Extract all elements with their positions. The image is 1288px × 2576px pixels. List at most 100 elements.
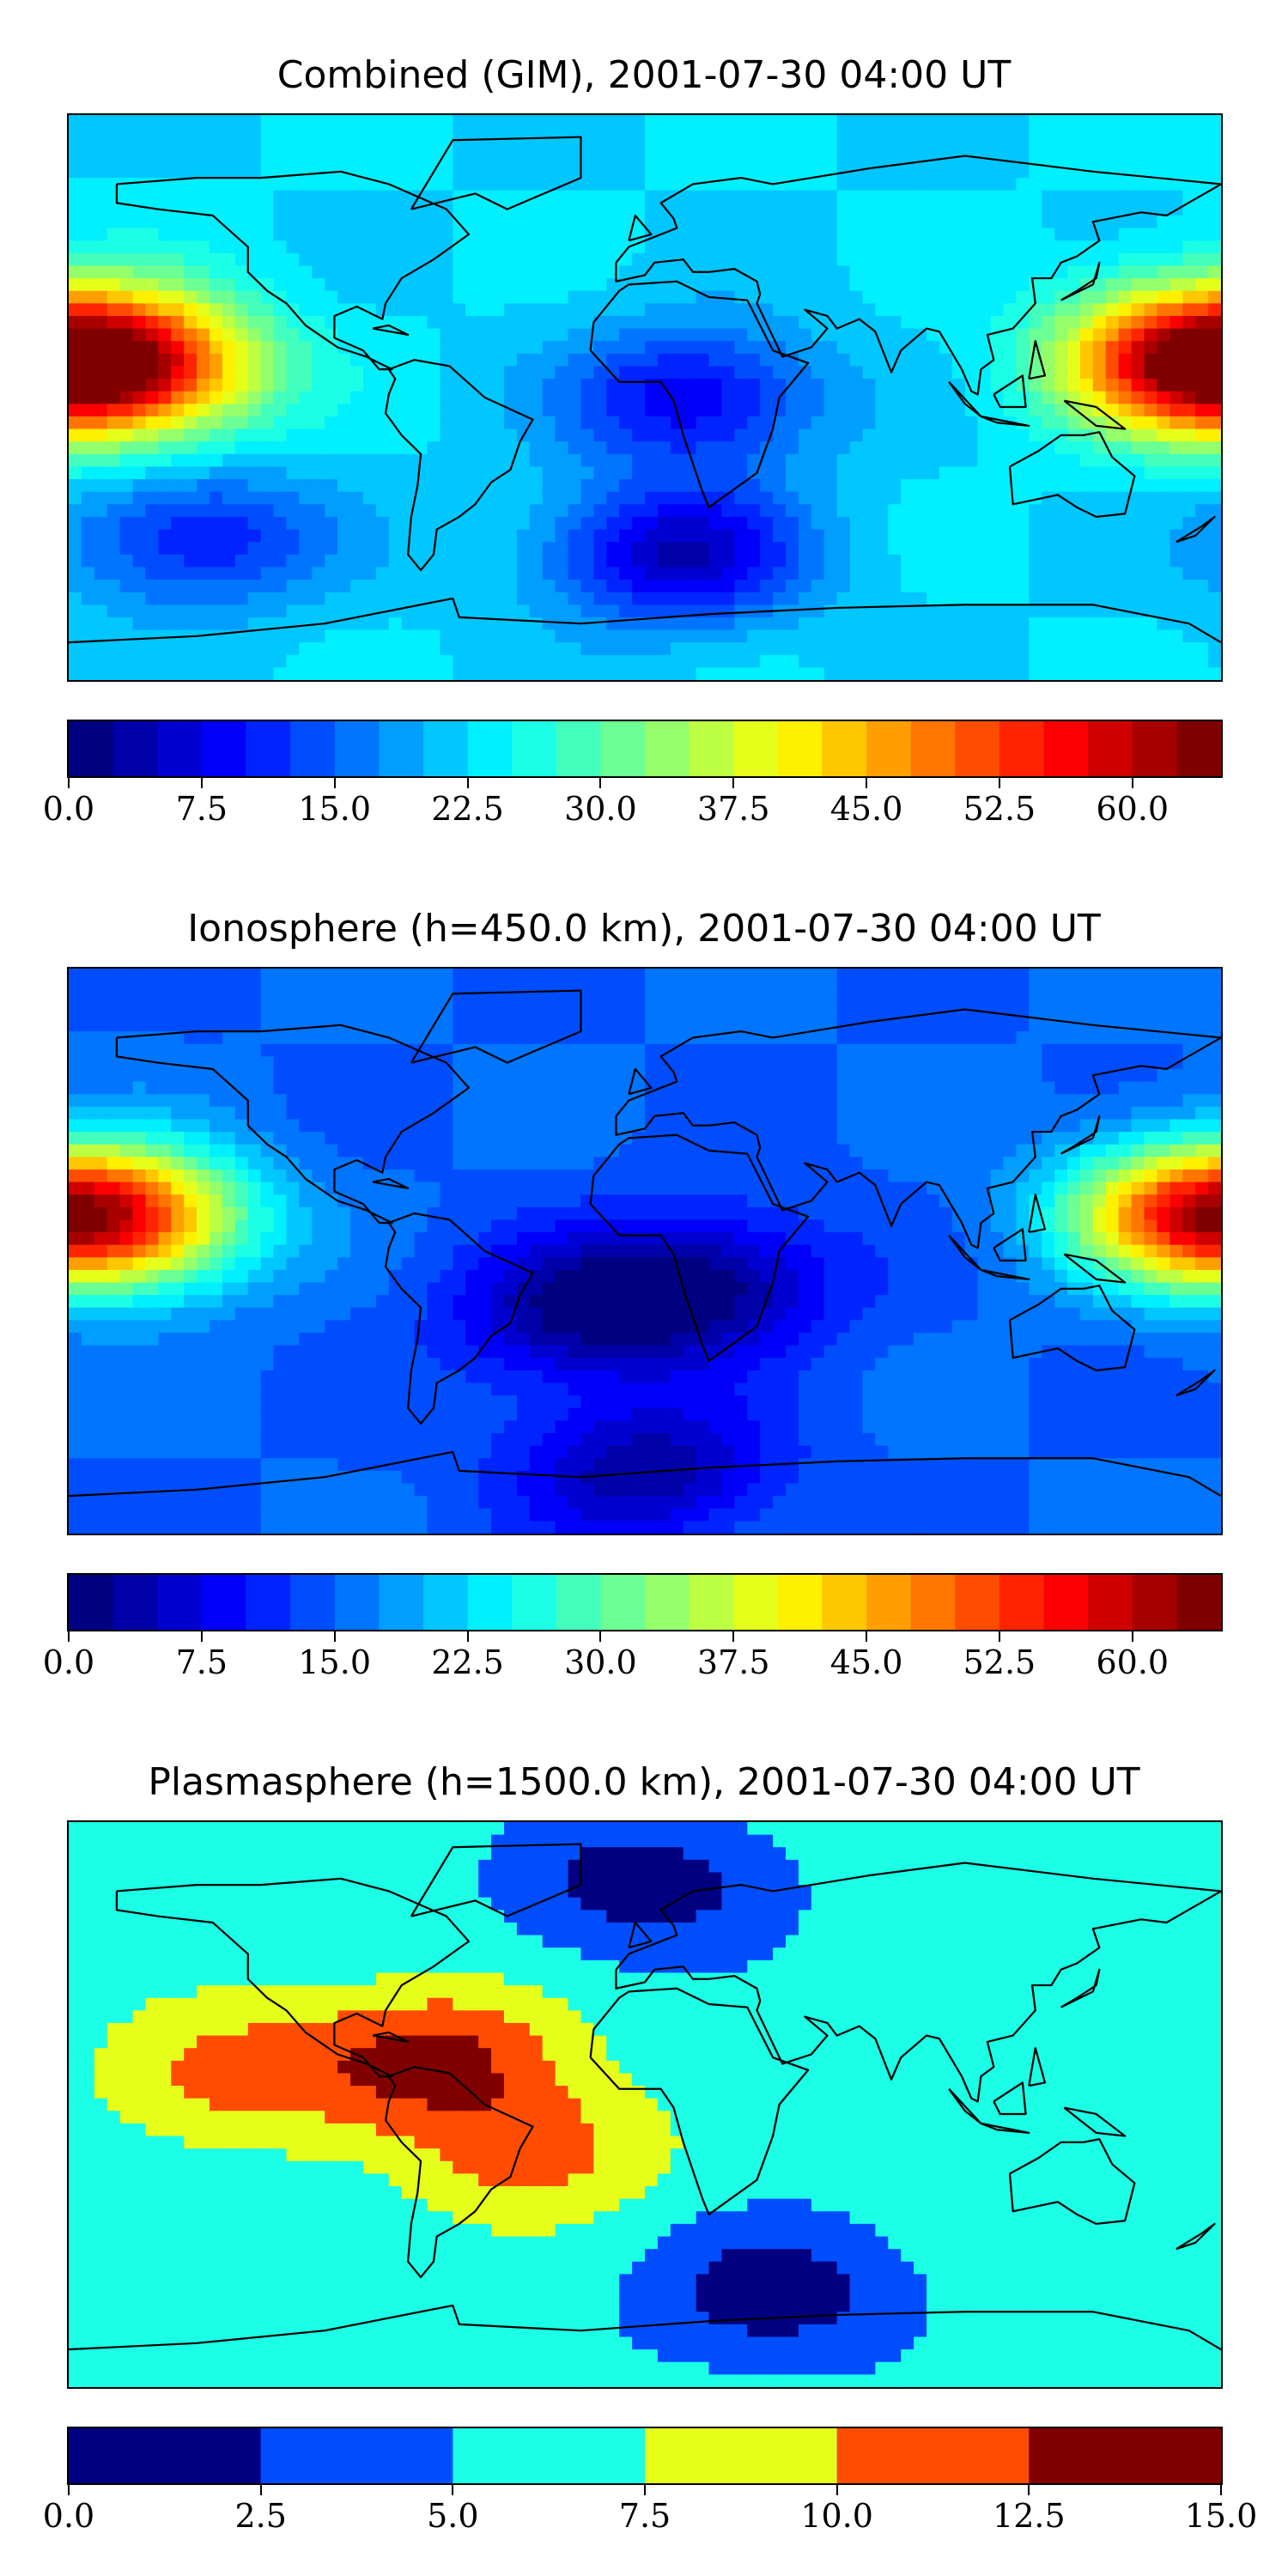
field-cell: [197, 190, 211, 204]
field-cell: [760, 290, 775, 305]
field-cell: [1144, 290, 1158, 305]
field-cell: [362, 152, 377, 167]
field-cell: [273, 1182, 288, 1196]
field-cell: [875, 592, 890, 606]
field-cell: [312, 1194, 326, 1208]
field-cell: [951, 491, 966, 506]
field-cell: [773, 379, 787, 392]
colorbar-tick-mark: [68, 778, 70, 788]
field-cell: [312, 391, 326, 405]
field-cell: [325, 315, 339, 330]
field-cell: [184, 240, 198, 254]
field-cell: [119, 1445, 134, 1460]
field-cell: [145, 542, 160, 556]
field-cell: [337, 654, 352, 669]
field-cell: [862, 152, 877, 167]
field-cell: [619, 190, 634, 204]
field-cell: [247, 1018, 262, 1033]
field-cell: [619, 115, 634, 129]
field-cell: [132, 1521, 147, 1534]
field-cell: [69, 580, 83, 593]
field-cell: [119, 1081, 134, 1096]
field-cell: [1029, 203, 1043, 217]
field-cell: [453, 491, 467, 506]
field-cell: [260, 1132, 275, 1145]
field-cell: [119, 1182, 134, 1196]
field-cell: [1131, 328, 1145, 343]
field-cell: [1157, 215, 1171, 229]
field-cell: [580, 379, 595, 392]
field-cell: [171, 605, 185, 618]
field-cell: [990, 265, 1005, 280]
field-cell: [94, 1407, 108, 1422]
field-cell: [542, 504, 556, 519]
field-cell: [927, 542, 941, 556]
field-cell: [1131, 265, 1145, 280]
field-cell: [836, 592, 851, 606]
field-cell: [645, 667, 659, 680]
field-cell: [286, 165, 301, 179]
field-cell: [119, 592, 134, 606]
field-cell: [1029, 240, 1043, 254]
field-cell: [81, 529, 95, 544]
colorbar-swatch: [157, 721, 203, 776]
field-cell: [786, 542, 800, 556]
field-cell: [632, 504, 647, 519]
field-cell: [670, 516, 684, 531]
field-cell: [388, 441, 403, 455]
field-cell: [210, 115, 224, 129]
field-cell: [811, 491, 825, 506]
field-cell: [106, 981, 121, 995]
field-cell: [69, 642, 83, 656]
field-cell: [888, 290, 902, 305]
field-cell: [1208, 567, 1221, 581]
field-cell: [1195, 265, 1210, 280]
field-cell: [69, 441, 83, 455]
field-cell: [1182, 654, 1197, 669]
field-cell: [1016, 228, 1030, 242]
field-cell: [260, 353, 275, 368]
field-cell: [939, 554, 953, 568]
field-cell: [427, 629, 441, 644]
field-cell: [1003, 516, 1018, 531]
field-cell: [734, 203, 749, 217]
field-cell: [247, 1420, 262, 1435]
colorbar-tick-label: 37.5: [696, 790, 770, 828]
field-cell: [210, 252, 224, 267]
field-cell: [1042, 127, 1056, 142]
field-cell: [247, 1182, 262, 1196]
field-cell: [696, 416, 710, 430]
field-cell: [81, 190, 95, 204]
field-cell: [1029, 315, 1043, 330]
field-cell: [299, 1458, 313, 1472]
field-cell: [1092, 416, 1107, 430]
field-cell: [119, 466, 134, 481]
field-cell: [197, 1194, 211, 1208]
field-cell: [657, 127, 671, 142]
field-cell: [491, 554, 506, 568]
field-cell: [580, 466, 595, 481]
field-cell: [1170, 178, 1184, 191]
field-cell: [184, 1420, 198, 1435]
field-cell: [210, 1232, 224, 1246]
field-cell: [951, 303, 966, 318]
field-cell: [823, 366, 838, 380]
field-cell: [875, 391, 890, 405]
field-cell: [94, 580, 108, 593]
field-cell: [132, 466, 147, 481]
field-cell: [1208, 667, 1221, 680]
field-cell: [184, 1132, 198, 1145]
field-cell: [951, 140, 966, 154]
field-cell: [1118, 115, 1133, 129]
field-cell: [197, 504, 211, 519]
field-cell: [247, 453, 262, 468]
field-cell: [1131, 567, 1145, 581]
field-cell: [1016, 190, 1030, 204]
field-cell: [440, 228, 454, 242]
field-cell: [1182, 203, 1197, 217]
field-cell: [1195, 140, 1210, 154]
field-cell: [414, 529, 428, 544]
field-cell: [465, 203, 480, 217]
field-cell: [69, 290, 83, 305]
field-cell: [145, 441, 160, 455]
